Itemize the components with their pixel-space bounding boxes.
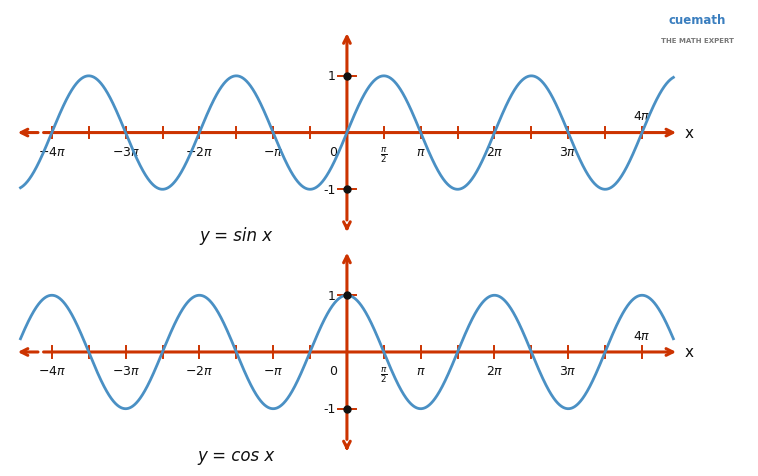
Text: x: x	[684, 345, 694, 360]
Text: $-2\pi$: $-2\pi$	[186, 146, 214, 159]
Text: THE MATH EXPERT: THE MATH EXPERT	[661, 38, 734, 44]
Text: $4\pi$: $4\pi$	[633, 110, 651, 123]
Text: y = cos x: y = cos x	[198, 446, 275, 464]
Text: $-4\pi$: $-4\pi$	[38, 146, 66, 159]
Text: $-3\pi$: $-3\pi$	[111, 146, 139, 159]
Text: -1: -1	[324, 402, 336, 416]
Text: 1: 1	[328, 289, 336, 302]
Text: $-2\pi$: $-2\pi$	[186, 365, 214, 377]
Text: $3\pi$: $3\pi$	[559, 365, 577, 377]
Text: 0: 0	[329, 146, 337, 159]
Text: y = sin x: y = sin x	[199, 227, 273, 245]
Text: $-\pi$: $-\pi$	[263, 365, 283, 377]
Text: $4\pi$: $4\pi$	[633, 329, 651, 342]
Text: -1: -1	[324, 183, 336, 197]
Text: $\pi$: $\pi$	[416, 146, 425, 159]
Text: $\pi$: $\pi$	[416, 365, 425, 377]
Text: $-4\pi$: $-4\pi$	[38, 365, 66, 377]
Text: $-\pi$: $-\pi$	[263, 146, 283, 159]
Text: 0: 0	[329, 365, 337, 377]
Text: $3\pi$: $3\pi$	[559, 146, 577, 159]
Text: 1: 1	[328, 70, 336, 83]
Text: cuemath: cuemath	[669, 14, 726, 27]
Text: $-3\pi$: $-3\pi$	[111, 365, 139, 377]
Text: $\frac{\pi}{2}$: $\frac{\pi}{2}$	[380, 365, 387, 384]
Text: $2\pi$: $2\pi$	[486, 365, 503, 377]
Text: x: x	[684, 126, 694, 141]
Text: $2\pi$: $2\pi$	[486, 146, 503, 159]
Text: $\frac{\pi}{2}$: $\frac{\pi}{2}$	[380, 146, 387, 165]
